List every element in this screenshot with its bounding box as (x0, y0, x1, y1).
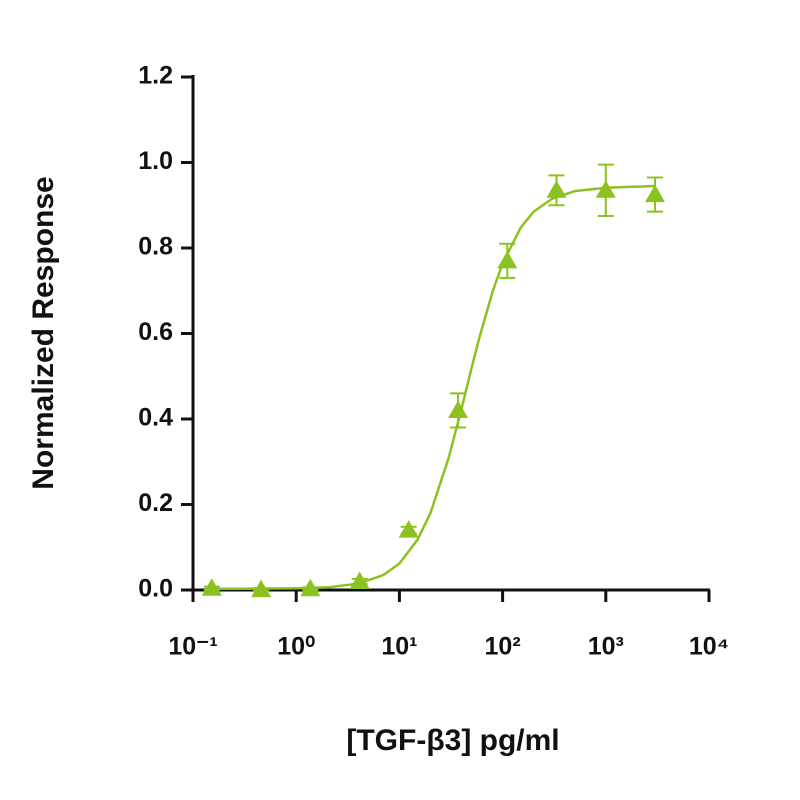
marker (595, 180, 616, 198)
y-tick-label: 1.0 (138, 147, 173, 175)
x-tick-label: 10¹ (381, 633, 417, 661)
y-tick-label: 0.0 (138, 575, 173, 603)
x-tick-label: 10⁴ (689, 633, 729, 661)
y-tick-label: 1.2 (138, 62, 173, 90)
marker (398, 520, 419, 538)
marker (201, 578, 222, 596)
marker (300, 578, 321, 597)
marker (645, 184, 666, 203)
y-tick-label: 0.2 (138, 489, 173, 517)
y-axis-title: Normalized Response (27, 176, 60, 489)
x-tick-label: 10² (485, 633, 521, 661)
y-tick-label: 0.6 (138, 318, 173, 346)
fit-curve (211, 184, 656, 590)
marker (546, 180, 567, 198)
x-tick-label: 10⁰ (277, 633, 315, 661)
x-axis-title: [TGF-β3] pg/ml (346, 724, 559, 757)
y-tick-label: 0.8 (138, 233, 173, 261)
marker (349, 571, 370, 589)
marker (497, 250, 518, 269)
x-tick-label: 10³ (588, 633, 624, 661)
marker (251, 579, 272, 598)
marker (448, 400, 469, 418)
y-tick-label: 0.4 (138, 404, 173, 432)
x-tick-label: 10⁻¹ (168, 633, 217, 661)
